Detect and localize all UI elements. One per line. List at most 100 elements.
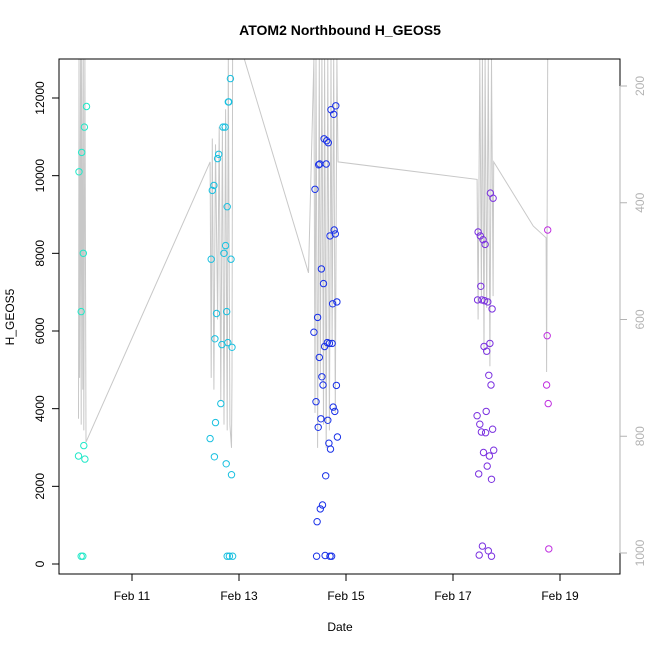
data-point xyxy=(331,407,339,416)
y-tick-label: 6000 xyxy=(33,317,47,344)
data-point xyxy=(542,381,551,389)
data-point xyxy=(319,279,328,288)
data-point xyxy=(490,446,498,454)
data-point xyxy=(81,455,89,463)
data-point xyxy=(328,300,337,308)
data-point xyxy=(479,448,488,457)
data-point xyxy=(322,472,330,480)
data-point xyxy=(481,240,489,249)
data-point xyxy=(480,297,489,305)
data-point xyxy=(310,328,318,336)
pressure-line xyxy=(78,58,549,448)
data-point xyxy=(228,343,236,351)
data-point xyxy=(487,381,495,389)
data-point xyxy=(331,230,339,238)
data-point xyxy=(223,307,231,316)
data-point xyxy=(227,255,235,263)
data-point xyxy=(315,161,323,169)
data-point xyxy=(223,203,231,211)
data-point xyxy=(543,332,551,340)
x-tick-label: Feb 13 xyxy=(220,589,258,603)
plot-frame xyxy=(58,58,621,575)
data-point xyxy=(326,552,334,560)
y-tick-label: 2000 xyxy=(33,473,47,500)
data-point xyxy=(486,339,494,348)
data-point xyxy=(211,335,219,343)
x-tick-label: Feb 19 xyxy=(541,589,579,603)
data-point xyxy=(316,505,324,513)
x-axis: Feb 11 Feb 13 Feb 15 Feb 17 Feb 19 xyxy=(114,574,579,603)
y2-tick-label: 600 xyxy=(633,309,647,329)
data-point xyxy=(544,226,552,234)
data-points xyxy=(74,74,553,560)
x-tick-label: Feb 15 xyxy=(327,589,365,603)
y-axis: 0 2000 4000 6000 8000 10000 12000 xyxy=(33,81,60,567)
data-point xyxy=(219,123,227,131)
data-point xyxy=(544,399,552,408)
data-point xyxy=(78,148,86,157)
data-point xyxy=(215,150,223,159)
x-axis-title: Date xyxy=(327,620,353,634)
y2-tick-label: 1000 xyxy=(633,539,647,566)
data-point xyxy=(488,305,496,313)
data-point xyxy=(485,452,494,460)
data-point xyxy=(332,102,340,110)
y-tick-label: 4000 xyxy=(33,395,47,422)
data-point xyxy=(227,471,236,479)
data-point xyxy=(313,313,322,322)
data-point xyxy=(314,423,322,431)
y-tick-label: 8000 xyxy=(33,240,47,267)
data-point xyxy=(211,418,220,427)
data-point xyxy=(323,137,331,145)
data-point xyxy=(322,160,330,168)
data-point xyxy=(324,416,332,424)
data-point xyxy=(478,542,487,550)
data-point xyxy=(326,445,335,453)
data-point xyxy=(80,441,88,450)
data-point xyxy=(318,373,326,381)
data-point xyxy=(217,399,225,408)
data-point xyxy=(226,74,235,83)
data-point xyxy=(330,110,338,119)
data-point xyxy=(329,403,337,411)
data-point xyxy=(77,307,85,316)
data-point xyxy=(333,298,341,306)
chart-title: ATOM2 Northbound H_GEOS5 xyxy=(239,22,441,38)
data-point xyxy=(74,452,83,460)
data-point xyxy=(475,551,483,559)
data-point xyxy=(317,415,325,423)
data-point xyxy=(221,123,229,131)
data-point xyxy=(315,353,323,362)
data-point xyxy=(484,298,492,306)
y-tick-label: 10000 xyxy=(33,159,47,193)
data-point xyxy=(481,429,490,437)
data-point xyxy=(487,475,496,483)
data-point xyxy=(210,181,218,190)
data-point xyxy=(473,296,482,304)
pressure-polyline xyxy=(78,58,549,448)
data-point xyxy=(477,428,486,436)
data-point xyxy=(212,309,221,318)
data-point xyxy=(221,241,230,250)
data-point xyxy=(477,282,485,290)
x-tick-label: Feb 17 xyxy=(434,589,472,603)
data-point xyxy=(484,547,492,555)
data-point xyxy=(487,552,496,560)
data-point xyxy=(332,381,341,390)
data-point xyxy=(313,518,321,526)
secondary-y-axis: 200 400 600 800 1000 xyxy=(619,76,647,566)
data-point xyxy=(228,552,237,560)
data-point xyxy=(206,434,214,443)
data-point xyxy=(325,339,334,348)
data-point xyxy=(324,139,332,147)
data-point xyxy=(220,249,228,258)
data-point xyxy=(328,339,336,348)
data-point xyxy=(483,462,491,470)
data-point xyxy=(213,154,222,163)
data-point xyxy=(330,226,338,234)
data-point xyxy=(317,265,326,273)
data-point xyxy=(488,425,497,433)
y-tick-label: 12000 xyxy=(33,81,47,115)
data-point xyxy=(485,371,493,379)
data-point xyxy=(207,255,215,263)
